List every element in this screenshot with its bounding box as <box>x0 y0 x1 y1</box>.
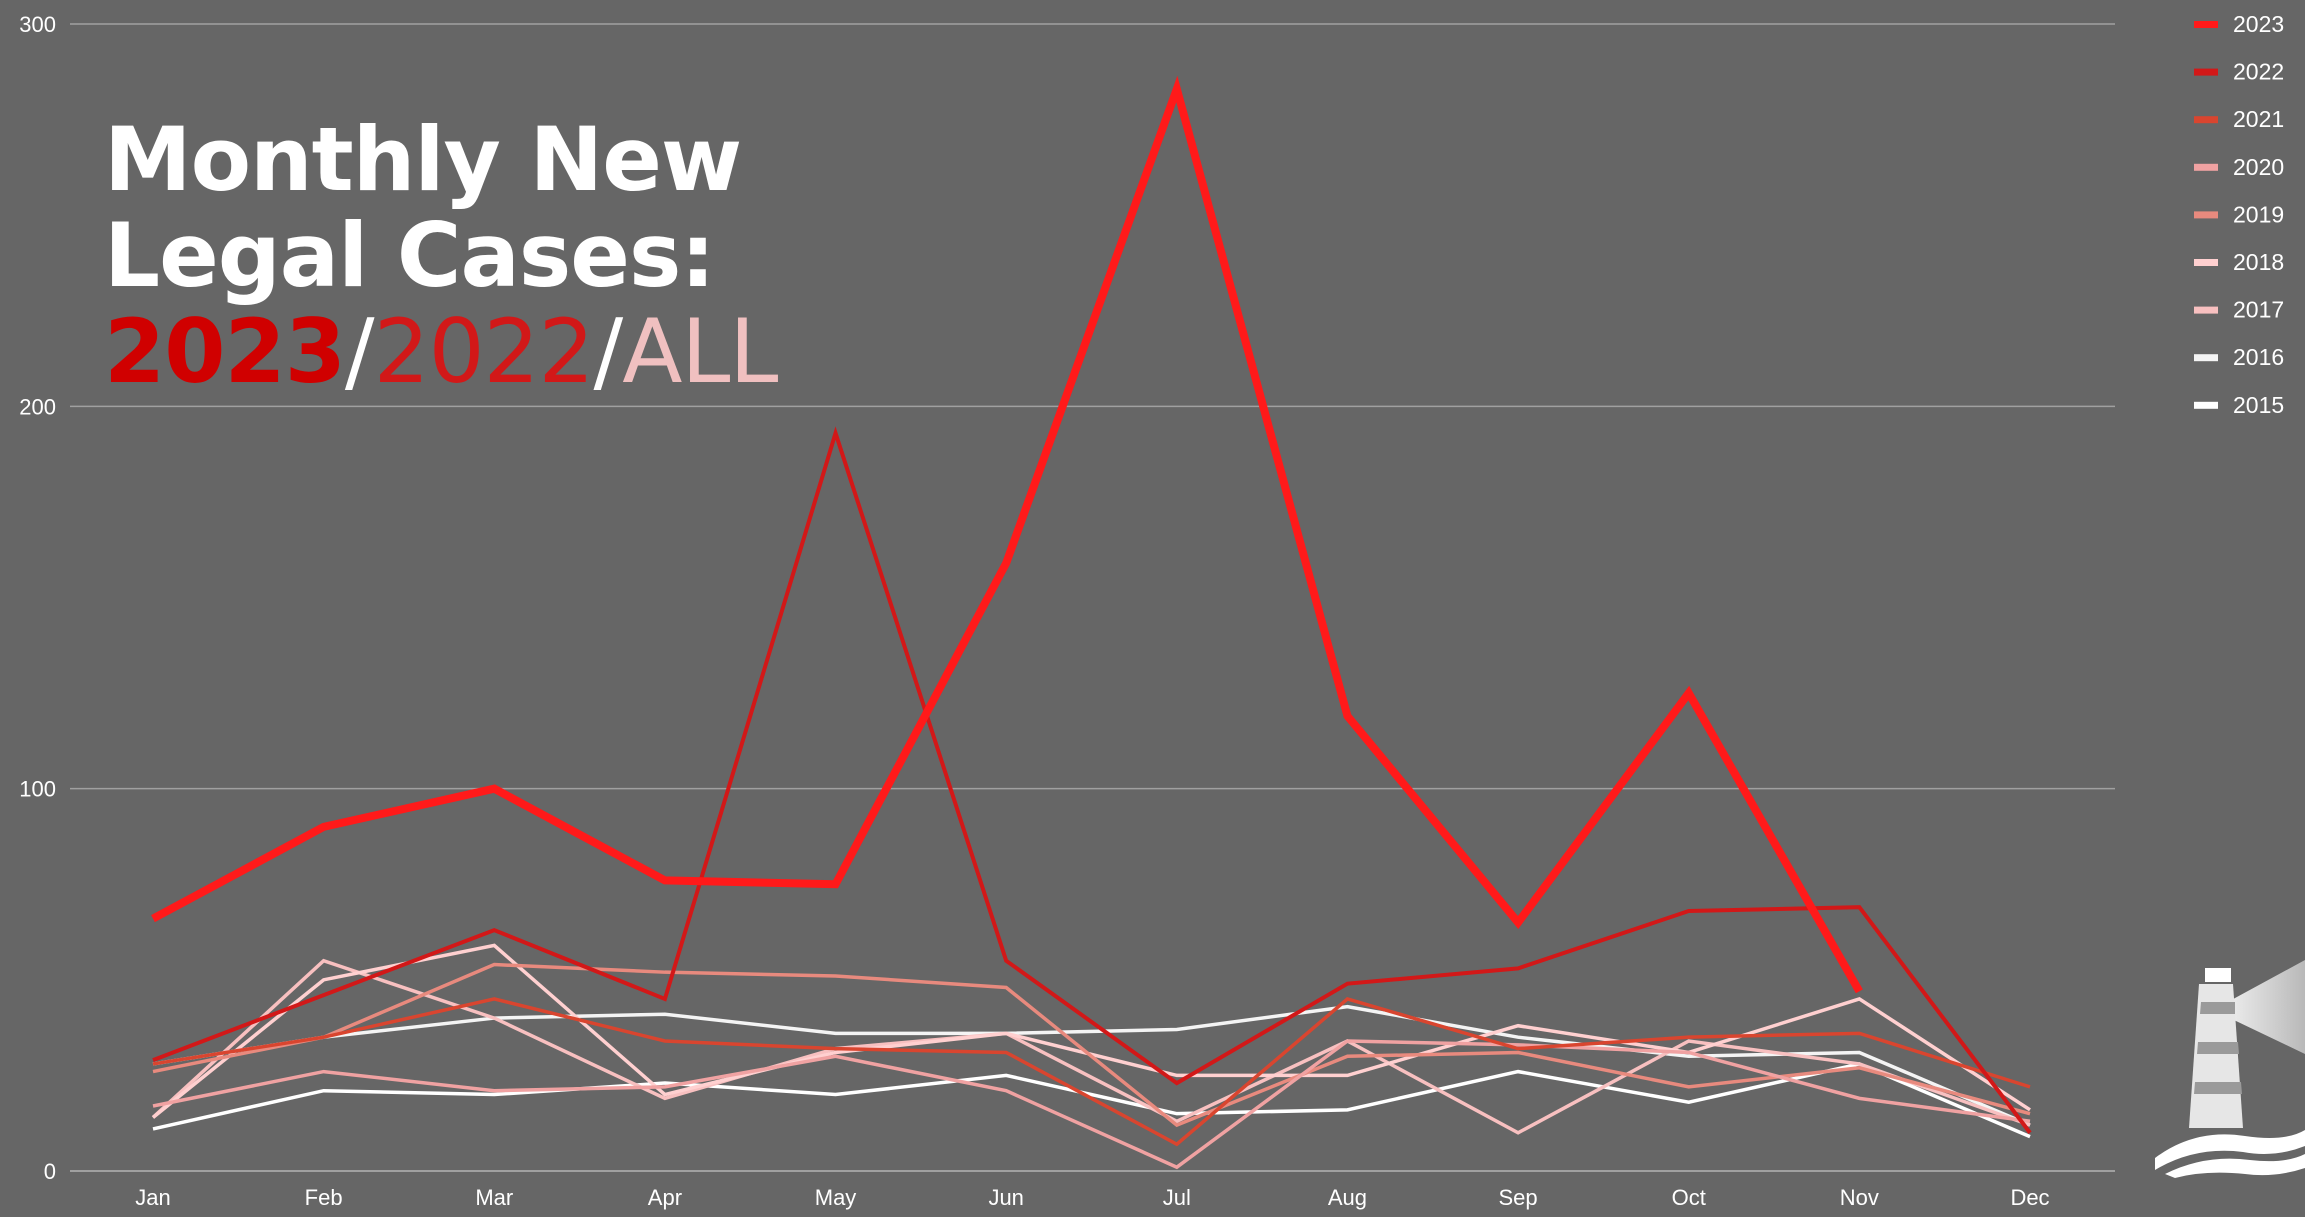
headline-slash: / <box>344 300 375 403</box>
x-tick-label: Jul <box>1163 1185 1191 1210</box>
lighthouse-logo-icon <box>2155 960 2305 1178</box>
legend-label: 2021 <box>2233 106 2284 132</box>
y-tick-label: 300 <box>19 12 56 37</box>
legend-swatch <box>2194 259 2218 266</box>
series-line-2020 <box>152 1039 2031 1170</box>
legend-swatch <box>2194 68 2218 76</box>
y-axis: 0 100 200 300 <box>19 12 56 1184</box>
headline-all: ALL <box>622 300 778 403</box>
legend-swatch <box>2194 401 2218 409</box>
x-tick-label: Jun <box>988 1185 1023 1210</box>
series-line-2021 <box>152 997 2031 1147</box>
x-tick-label: May <box>815 1185 857 1210</box>
y-tick-label: 200 <box>19 394 56 419</box>
x-tick-label: Apr <box>648 1185 682 1210</box>
legend-swatch <box>2194 306 2218 314</box>
legend-label: 2016 <box>2233 344 2284 370</box>
y-tick-label: 100 <box>19 777 56 802</box>
series-line-2022 <box>152 426 2032 1134</box>
legend-swatch <box>2194 163 2218 171</box>
x-axis: Jan Feb Mar Apr May Jun Jul Aug Sep Oct Nov Dec <box>135 1185 2049 1210</box>
legend-label: 2015 <box>2233 392 2284 418</box>
headline-2022: 2022 <box>373 300 595 403</box>
series-line-2023 <box>151 75 1863 994</box>
legend-swatch <box>2194 21 2218 28</box>
y-tick-label: 0 <box>44 1159 56 1184</box>
series-line-2015 <box>152 1062 2031 1139</box>
legend-label: 2022 <box>2233 59 2284 85</box>
x-tick-label: Sep <box>1499 1185 1538 1210</box>
x-tick-label: Dec <box>2010 1185 2049 1210</box>
legend-label: 2017 <box>2233 297 2284 323</box>
legend-label: 2019 <box>2233 201 2284 227</box>
headline-slash: / <box>593 300 624 403</box>
x-tick-label: Feb <box>305 1185 343 1210</box>
series-line-2016 <box>152 1004 2031 1127</box>
legend-swatch <box>2194 116 2218 124</box>
headline-2023: 2023 <box>104 300 346 403</box>
legend-label: 2023 <box>2233 11 2284 37</box>
chart-headline: Monthly New Legal Cases: 2023/2022/ALL <box>104 108 778 400</box>
legend-label: 2018 <box>2233 249 2284 275</box>
x-tick-label: Mar <box>475 1185 513 1210</box>
legend-swatch <box>2194 354 2218 362</box>
series-line-2019 <box>152 962 2031 1128</box>
series-lines <box>151 75 2032 1170</box>
series-line-2017 <box>151 958 2031 1135</box>
headline-line-2: Legal Cases: <box>104 204 716 307</box>
legend-swatch <box>2194 211 2218 219</box>
legend-label: 2020 <box>2233 154 2284 180</box>
legend: 2023 2022 2021 2020 2019 2018 2017 2016 2015 <box>2194 11 2284 418</box>
x-tick-label: Jan <box>135 1185 170 1210</box>
headline-line-1: Monthly New <box>104 108 742 211</box>
x-tick-label: Nov <box>1840 1185 1879 1210</box>
headline-line-3: 2023/2022/ALL <box>104 304 778 400</box>
x-tick-label: Aug <box>1328 1185 1367 1210</box>
grid-lines <box>70 23 2115 1172</box>
x-tick-label: Oct <box>1672 1185 1706 1210</box>
